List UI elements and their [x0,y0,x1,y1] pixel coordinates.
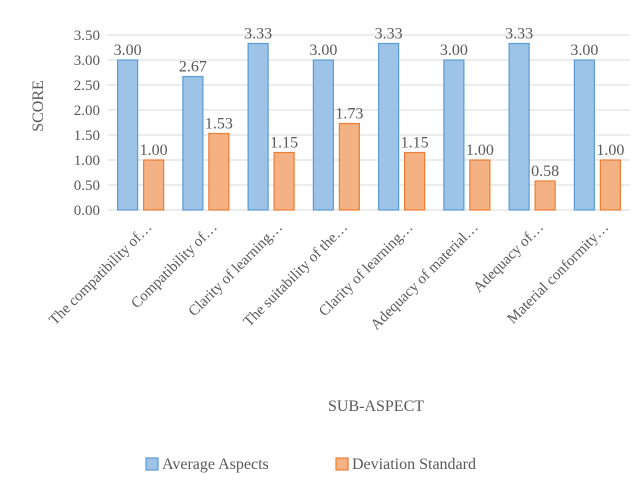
data-label: 3.00 [309,42,337,59]
bar-average-aspects [443,59,465,211]
bar-deviation-standard [273,151,295,211]
bar-average-aspects [312,59,334,211]
legend-swatch [145,457,159,471]
bar-average-aspects [508,42,530,211]
y-tick-label: 2.00 [74,103,100,119]
data-label: 1.15 [401,135,429,152]
data-label: 1.15 [270,135,298,152]
bar-average-aspects [182,75,204,211]
legend-item: Deviation Standard [335,456,476,473]
data-label: 3.33 [375,26,403,43]
x-axis-categories: The compatibility of…Compatibility of…Cl… [46,220,612,334]
bar-average-aspects [573,59,595,211]
bar-deviation-standard [143,159,165,211]
legend-label: Average Aspects [162,456,269,473]
y-tick-label: 3.00 [74,53,100,69]
y-axis-ticks: 0.00 0.50 1.00 1.50 2.00 2.50 3.00 3.50 [74,28,100,219]
y-tick-label: 3.50 [74,28,100,44]
data-label: 3.00 [570,42,598,59]
legend: Average Aspects Deviation Standard [145,456,476,473]
bar-average-aspects [378,42,400,211]
y-axis-title: SCORE [30,80,47,132]
bar-average-aspects [247,42,269,211]
data-label: 3.00 [440,42,468,59]
y-tick-label: 0.50 [74,178,100,194]
legend-label: Deviation Standard [352,456,476,473]
legend-swatch [335,457,349,471]
bar-deviation-standard [208,132,230,211]
y-tick-label: 0.00 [74,203,100,219]
bar-deviation-standard [338,122,360,211]
data-label: 1.53 [205,116,233,133]
bar-deviation-standard [534,180,556,211]
x-axis-title: SUB-ASPECT [328,398,424,415]
bars [117,42,621,211]
y-tick-label: 1.00 [74,153,100,169]
data-label: 1.73 [335,106,363,123]
y-tick-label: 1.50 [74,128,100,144]
data-label: 1.00 [596,142,624,159]
data-labels: 3.00 1.00 2.67 1.53 3.33 1.15 3.00 1.73 3.33 1.15… [114,26,625,181]
data-label: 3.33 [244,26,272,43]
legend-item: Average Aspects [145,456,269,473]
bar-deviation-standard [599,159,621,211]
data-label: 2.67 [179,59,207,76]
data-label: 3.33 [505,26,533,43]
data-label: 3.00 [114,42,142,59]
y-tick-label: 2.50 [74,78,100,94]
x-category-label: Adequacy of material… [368,220,482,334]
data-label: 1.00 [140,142,168,159]
bar-deviation-standard [469,159,491,211]
bar-deviation-standard [404,151,426,211]
bar-average-aspects [117,59,139,211]
data-label: 0.58 [531,163,559,180]
data-label: 1.00 [466,142,494,159]
